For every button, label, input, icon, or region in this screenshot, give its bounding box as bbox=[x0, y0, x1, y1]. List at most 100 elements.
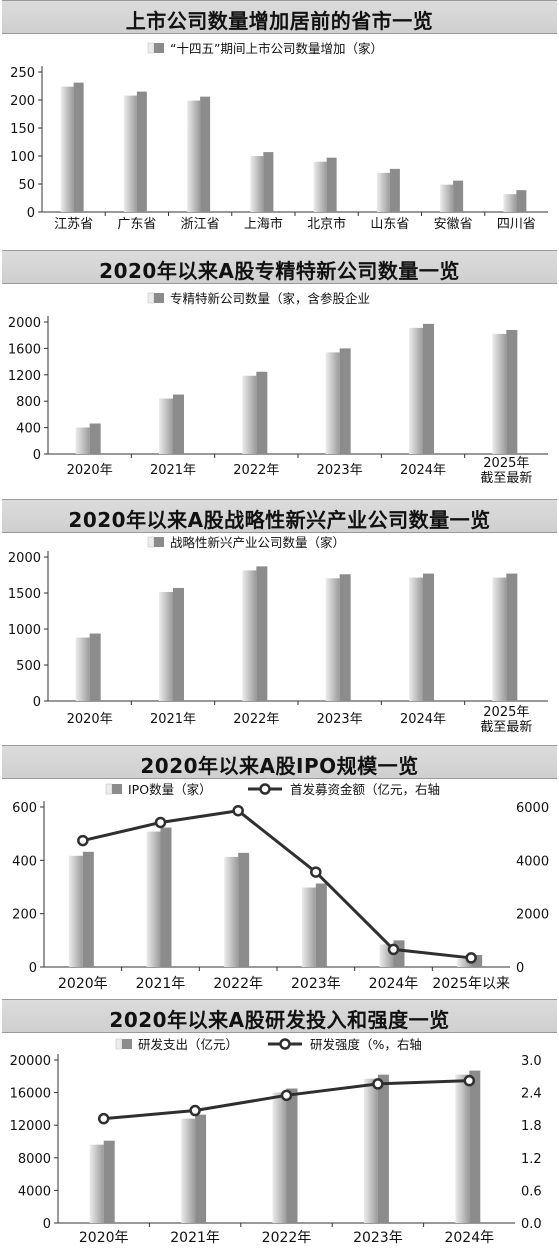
legend-swatch-light bbox=[147, 42, 155, 54]
bar-highlight bbox=[409, 577, 423, 701]
bar-highlight bbox=[455, 1074, 470, 1223]
x-tick-label: 2022年 bbox=[262, 1230, 312, 1246]
x-tick-label: 广东省 bbox=[117, 217, 156, 232]
panel-ipo: 2020年以来A股IPO规模一览 0 200 400 600 0 2000 4000 6000… bbox=[0, 745, 559, 1001]
bar bbox=[238, 852, 250, 967]
panel-title-bar: 2020年以来A股IPO规模一览 bbox=[2, 745, 557, 779]
bar-highlight bbox=[187, 100, 201, 212]
y-tick-label: 0 bbox=[43, 1217, 51, 1232]
bar bbox=[469, 1070, 481, 1223]
chart-title: 上市公司数量增加居前的省市一览 bbox=[125, 9, 434, 33]
chart-title: 2020年以来A股研发投入和强度一览 bbox=[109, 1008, 450, 1032]
x-tick-label: 北京市 bbox=[307, 216, 346, 232]
bar-highlight bbox=[159, 591, 173, 701]
legend-swatch bbox=[154, 293, 164, 303]
y-tick-label: 16000 bbox=[10, 1087, 51, 1102]
x-tick-label: 2023年 bbox=[353, 1230, 403, 1246]
y2-tick-label: 0.0 bbox=[521, 1217, 542, 1232]
y-tick-label: 100 bbox=[10, 150, 35, 165]
chart-title: 2020年以来A股战略性新兴产业公司数量一览 bbox=[68, 508, 491, 532]
bar bbox=[423, 573, 434, 701]
x-tick-label: 2021年 bbox=[150, 463, 196, 478]
y-tick-label: 1500 bbox=[8, 587, 41, 602]
bar-highlight bbox=[60, 86, 74, 212]
panel-strategic: 2020年以来A股战略性新兴产业公司数量一览 0 500 1000 1500 2000 2… bbox=[0, 499, 559, 747]
legend-label: 首发募资金额（亿元，右轴 bbox=[290, 782, 440, 797]
legend-line-marker bbox=[259, 783, 271, 795]
bar-highlight bbox=[159, 398, 173, 454]
y2-tick-label: 1.2 bbox=[521, 1152, 542, 1167]
x-tick-label: 2024年 bbox=[400, 712, 446, 727]
bar bbox=[73, 82, 84, 212]
x-tick-label: 2020年 bbox=[79, 1230, 129, 1246]
y2-tick-label: 0 bbox=[516, 961, 524, 976]
bar bbox=[315, 883, 327, 967]
legend-label: 研发支出（亿元） bbox=[138, 1037, 238, 1052]
bar-highlight bbox=[68, 855, 83, 967]
bar-highlight bbox=[325, 352, 340, 454]
x-tick-label: 山东省 bbox=[370, 217, 409, 232]
rnd-chart: 0 4000 8000 12000 16000 20000 0.0 0.6 1.2 1.8 2.4 3… bbox=[10, 1037, 542, 1246]
x-tick-label: 2020年 bbox=[58, 976, 108, 992]
specialized-chart: 0 400 800 1200 1600 2000 2020年 2021年 2022年 2023年 2… bbox=[8, 291, 548, 486]
bar bbox=[160, 827, 172, 967]
panel-specialized: 2020年以来A股专精特新公司数量一览 0 400 800 1200 1600 2000 2… bbox=[0, 250, 559, 500]
legend-swatch-light bbox=[147, 292, 155, 304]
line-point bbox=[97, 1112, 110, 1125]
province-chart: 0 50 100 150 200 250 江苏省 广东省 浙江省 上海市 北京市 山东省 安徽省 四川省 “… bbox=[10, 41, 548, 232]
bar bbox=[286, 1088, 298, 1223]
strategic-chart: 0 500 1000 1500 2000 2020年 2021年 2022年 2023年 2024… bbox=[8, 535, 548, 735]
bar-highlight bbox=[242, 570, 257, 701]
x-tick-label: 浙江省 bbox=[181, 217, 220, 232]
bar bbox=[326, 157, 337, 212]
y-tick-label: 150 bbox=[10, 122, 35, 137]
y2-tick-label: 2.4 bbox=[521, 1087, 542, 1102]
line-point bbox=[465, 952, 477, 964]
line-point bbox=[463, 1074, 476, 1087]
bar-highlight bbox=[457, 959, 472, 967]
chart-title: 2020年以来A股专精特新公司数量一览 bbox=[99, 259, 460, 283]
legend-swatch-light bbox=[147, 536, 155, 548]
legend-label: 战略性新兴产业公司数量（家） bbox=[170, 535, 345, 550]
bar bbox=[136, 91, 147, 212]
y-tick-label: 500 bbox=[16, 659, 41, 674]
bar bbox=[506, 573, 518, 701]
bar-highlight bbox=[376, 172, 390, 212]
bar-highlight bbox=[409, 327, 423, 454]
x-tick-label: 2020年 bbox=[67, 712, 113, 727]
line-point bbox=[189, 1104, 201, 1117]
bar bbox=[89, 423, 101, 454]
line-point bbox=[154, 816, 167, 829]
legend-swatch-light bbox=[105, 783, 113, 795]
legend-swatch bbox=[122, 1039, 132, 1049]
panel-rnd: 2020年以来A股研发投入和强度一览 0 4000 8000 12000 16000 20… bbox=[0, 999, 559, 1254]
y-tick-label: 400 bbox=[16, 422, 41, 437]
bar bbox=[377, 1074, 389, 1223]
y-tick-label: 600 bbox=[12, 801, 37, 816]
y-tick-label: 0 bbox=[27, 206, 35, 221]
bar-highlight bbox=[181, 1118, 196, 1223]
y-tick-label: 0 bbox=[29, 961, 37, 976]
y-tick-label: 400 bbox=[12, 854, 37, 869]
y-tick-label: 1600 bbox=[8, 342, 41, 357]
bar-highlight bbox=[313, 161, 327, 212]
x-tick-label: 上海市 bbox=[244, 216, 283, 232]
bar bbox=[195, 1114, 207, 1223]
bar bbox=[173, 587, 184, 701]
y2-tick-label: 2000 bbox=[516, 908, 549, 923]
bar bbox=[339, 348, 351, 454]
legend-line-marker bbox=[279, 1038, 291, 1050]
bar bbox=[423, 323, 434, 454]
bar-highlight bbox=[75, 637, 90, 701]
panel-title-bar: 2020年以来A股研发投入和强度一览 bbox=[2, 999, 557, 1033]
line-point bbox=[372, 1078, 384, 1090]
bar bbox=[389, 168, 400, 212]
bar-highlight bbox=[250, 156, 264, 212]
y-tick-label: 250 bbox=[10, 66, 35, 81]
x-tick-label: 江苏省 bbox=[54, 216, 93, 232]
y-tick-label: 20000 bbox=[10, 1054, 51, 1069]
y2-tick-label: 3.0 bbox=[521, 1054, 542, 1069]
y-tick-label: 200 bbox=[10, 94, 35, 109]
bar bbox=[453, 180, 464, 212]
panel-title-bar: 2020年以来A股战略性新兴产业公司数量一览 bbox=[2, 499, 557, 533]
